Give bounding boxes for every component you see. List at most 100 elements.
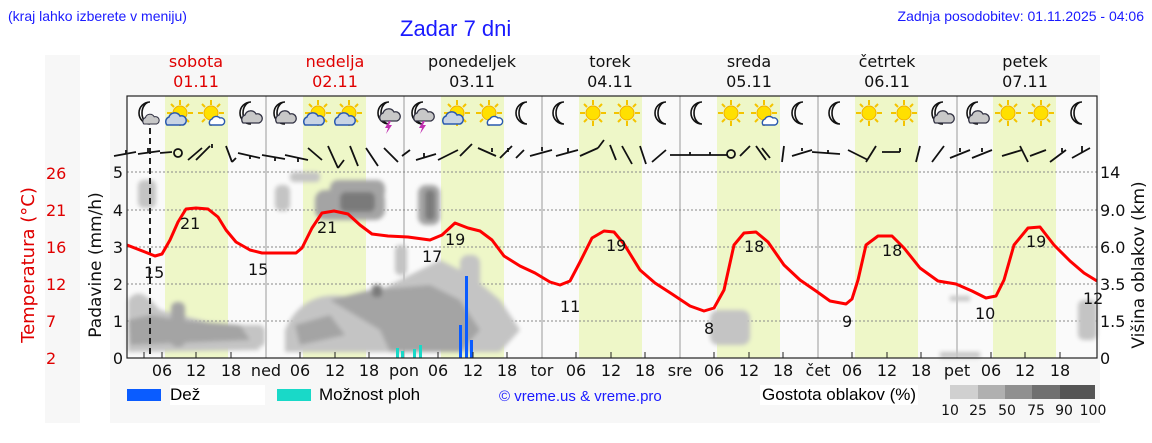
- svg-text:15: 15: [248, 260, 268, 279]
- svg-text:19: 19: [445, 230, 465, 249]
- x-axis-labels: 06 12 18 ned 06 12 18 pon 06 12 18 tor 0…: [152, 361, 1070, 380]
- svg-text:0: 0: [113, 349, 123, 368]
- x-axis-ticks: [143, 352, 1061, 358]
- svg-text:18: 18: [359, 361, 379, 380]
- svg-text:tor: tor: [531, 361, 554, 380]
- precip-axis-ticks: 5 4 3 2 1 0: [113, 163, 123, 368]
- temperature-labels: 15 21 15 21 17 19 11 19 8 18 9 18 10 19 …: [144, 214, 1103, 338]
- svg-text:12: 12: [1083, 289, 1103, 308]
- rain-legend-label: Dež: [170, 385, 201, 404]
- day-header: petek 07.11: [1002, 52, 1048, 91]
- svg-text:12: 12: [1015, 361, 1035, 380]
- svg-text:12: 12: [463, 361, 483, 380]
- svg-text:ned: ned: [251, 361, 281, 380]
- copyright-link[interactable]: © vreme.us & vreme.pro: [499, 388, 662, 405]
- svg-text:25: 25: [969, 403, 987, 419]
- svg-text:06: 06: [566, 361, 586, 380]
- svg-text:pon: pon: [389, 361, 419, 380]
- temp-axis-label: Temperatura (°C): [18, 187, 39, 344]
- svg-text:15: 15: [144, 263, 164, 282]
- svg-text:18: 18: [744, 237, 764, 256]
- cloud-density-label: Gostota oblakov (%): [760, 385, 919, 405]
- svg-text:10: 10: [975, 304, 995, 323]
- svg-text:sre: sre: [668, 361, 692, 380]
- day-separators: [265, 96, 958, 358]
- temperature-line: [126, 206, 1098, 313]
- svg-text:9: 9: [842, 312, 852, 331]
- rain-legend-swatch: [127, 389, 161, 401]
- svg-text:12: 12: [601, 361, 621, 380]
- svg-text:06: 06: [981, 361, 1001, 380]
- svg-text:0: 0: [1100, 349, 1110, 368]
- svg-text:5: 5: [113, 163, 123, 182]
- svg-text:18: 18: [1050, 361, 1070, 380]
- gridlines: [127, 171, 1097, 322]
- plot-frame: [126, 95, 1098, 359]
- svg-text:18: 18: [773, 361, 793, 380]
- svg-text:100: 100: [1080, 403, 1107, 419]
- day-header: nedelja 02.11: [305, 52, 365, 91]
- page-title: Zadar 7 dni: [400, 16, 512, 41]
- svg-text:pet: pet: [944, 361, 970, 380]
- svg-text:06: 06: [152, 361, 172, 380]
- shower-bars: [396, 345, 422, 358]
- day-header: torek 04.11: [587, 52, 633, 91]
- svg-text:21: 21: [317, 218, 337, 237]
- svg-text:17: 17: [422, 247, 442, 266]
- svg-text:21: 21: [180, 214, 200, 233]
- svg-text:4: 4: [113, 201, 123, 220]
- svg-text:11: 11: [560, 297, 580, 316]
- svg-text:7: 7: [46, 312, 56, 331]
- cloud-height-axis-ticks: 14 9.0 6.0 3.5 1.5 0: [1100, 163, 1125, 368]
- svg-text:8: 8: [704, 319, 714, 338]
- day-header: četrtek 06.11: [858, 52, 916, 91]
- svg-text:14: 14: [1100, 163, 1120, 182]
- shower-legend-swatch: [277, 389, 311, 401]
- cloud-height-axis-label: Višina oblakov (km): [1129, 181, 1149, 348]
- svg-text:06: 06: [842, 361, 862, 380]
- day-header: sreda 05.11: [726, 52, 772, 91]
- svg-text:6.0: 6.0: [1100, 238, 1125, 257]
- svg-text:06: 06: [290, 361, 310, 380]
- svg-text:1.5: 1.5: [1100, 312, 1125, 331]
- last-update: Zadnja posodobitev: 01.11.2025 - 04:06: [897, 8, 1144, 24]
- svg-text:10: 10: [941, 403, 959, 419]
- day-header: ponedeljek 03.11: [428, 52, 516, 91]
- svg-text:06: 06: [704, 361, 724, 380]
- cloud-density-scale: [950, 385, 1095, 399]
- svg-text:75: 75: [1027, 403, 1045, 419]
- svg-text:2: 2: [113, 275, 123, 294]
- day-header-row: sobota 01.11 nedelja 02.11 ponedeljek 03.11…: [0, 52, 1152, 96]
- svg-text:16: 16: [46, 238, 66, 257]
- svg-text:90: 90: [1055, 403, 1073, 419]
- precip-axis-label: Padavine (mm/h): [86, 192, 106, 337]
- cloud-density-ticks: 10 25 50 75 90 100: [941, 403, 1106, 419]
- daylight-bands: [165, 96, 1056, 358]
- svg-text:12: 12: [186, 361, 206, 380]
- svg-text:12: 12: [877, 361, 897, 380]
- svg-text:9.0: 9.0: [1100, 201, 1125, 220]
- temp-axis-ticks: 26 21 16 12 7 2: [46, 164, 66, 368]
- svg-text:čet: čet: [806, 361, 831, 380]
- svg-text:12: 12: [325, 361, 345, 380]
- rain-legend-bg: [170, 385, 265, 405]
- rain-bars: [459, 276, 473, 358]
- region-select-hint: (kraj lahko izberete v meniju): [8, 8, 187, 24]
- svg-text:1: 1: [113, 312, 123, 331]
- shower-legend-label: Možnost ploh: [319, 385, 421, 404]
- wind-barbs-row: [113, 139, 1091, 169]
- svg-text:18: 18: [221, 361, 241, 380]
- svg-text:50: 50: [998, 403, 1016, 419]
- svg-text:18: 18: [635, 361, 655, 380]
- svg-text:3.5: 3.5: [1100, 275, 1125, 294]
- svg-text:2: 2: [46, 349, 56, 368]
- svg-text:12: 12: [739, 361, 759, 380]
- svg-text:3: 3: [113, 238, 123, 257]
- svg-text:18: 18: [911, 361, 931, 380]
- temp-axis-panel: [45, 55, 80, 423]
- svg-text:18: 18: [882, 241, 902, 260]
- day-header: sobota 01.11: [168, 52, 224, 91]
- svg-text:18: 18: [497, 361, 517, 380]
- svg-text:19: 19: [606, 236, 626, 255]
